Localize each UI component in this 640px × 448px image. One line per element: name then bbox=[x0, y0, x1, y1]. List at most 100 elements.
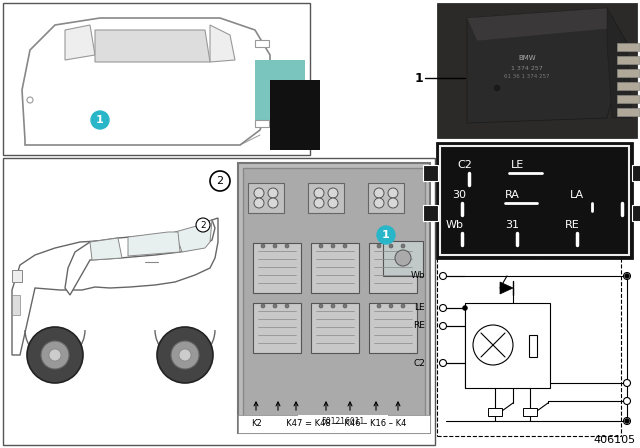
Bar bbox=[311, 303, 359, 353]
Bar bbox=[369, 243, 417, 293]
Text: 2: 2 bbox=[216, 176, 223, 186]
Bar bbox=[311, 243, 359, 293]
Bar bbox=[369, 303, 417, 353]
Bar bbox=[253, 303, 301, 353]
Bar bbox=[3, 158, 435, 445]
Polygon shape bbox=[95, 30, 210, 62]
Polygon shape bbox=[607, 8, 632, 118]
Bar bbox=[368, 183, 404, 213]
Circle shape bbox=[395, 250, 411, 266]
Circle shape bbox=[343, 244, 347, 248]
Circle shape bbox=[331, 244, 335, 248]
Circle shape bbox=[319, 304, 323, 308]
Circle shape bbox=[285, 304, 289, 308]
Bar bbox=[617, 43, 639, 51]
Text: LE: LE bbox=[510, 160, 524, 170]
Circle shape bbox=[314, 198, 324, 208]
Bar bbox=[440, 146, 629, 255]
Circle shape bbox=[377, 244, 381, 248]
Bar bbox=[270, 80, 320, 150]
Text: 1: 1 bbox=[96, 115, 104, 125]
Bar bbox=[437, 143, 632, 258]
Bar bbox=[423, 165, 438, 181]
Text: C2: C2 bbox=[458, 160, 472, 170]
Bar bbox=[248, 183, 284, 213]
Circle shape bbox=[171, 341, 199, 369]
Bar bbox=[423, 205, 438, 221]
Circle shape bbox=[401, 304, 405, 308]
Circle shape bbox=[388, 188, 398, 198]
Bar bbox=[523, 408, 537, 416]
Circle shape bbox=[389, 304, 393, 308]
Circle shape bbox=[623, 418, 630, 425]
Circle shape bbox=[91, 111, 109, 129]
Circle shape bbox=[377, 304, 381, 308]
Circle shape bbox=[261, 244, 265, 248]
Circle shape bbox=[374, 188, 384, 198]
Polygon shape bbox=[65, 25, 95, 60]
Text: RA: RA bbox=[504, 190, 520, 200]
Circle shape bbox=[377, 226, 395, 244]
Circle shape bbox=[401, 244, 405, 248]
Circle shape bbox=[179, 349, 191, 361]
Circle shape bbox=[27, 97, 33, 103]
Bar bbox=[255, 60, 305, 125]
Bar bbox=[383, 241, 423, 276]
Circle shape bbox=[41, 341, 69, 369]
Text: LE: LE bbox=[414, 303, 425, 313]
Bar bbox=[253, 243, 301, 293]
Polygon shape bbox=[175, 220, 212, 252]
Polygon shape bbox=[467, 8, 617, 41]
Circle shape bbox=[374, 198, 384, 208]
Circle shape bbox=[625, 273, 630, 279]
Polygon shape bbox=[12, 218, 218, 355]
Circle shape bbox=[493, 84, 501, 92]
Bar bbox=[298, 415, 388, 428]
Text: 1: 1 bbox=[382, 230, 390, 240]
Circle shape bbox=[440, 323, 447, 329]
Circle shape bbox=[623, 272, 630, 280]
Text: RE: RE bbox=[413, 322, 425, 331]
Bar bbox=[617, 82, 639, 90]
Circle shape bbox=[625, 418, 630, 423]
Bar bbox=[465, 303, 550, 388]
Polygon shape bbox=[65, 220, 215, 295]
Text: 61 36 1 374 257: 61 36 1 374 257 bbox=[504, 73, 550, 78]
Polygon shape bbox=[500, 282, 513, 294]
Circle shape bbox=[268, 188, 278, 198]
Bar bbox=[529, 335, 537, 357]
Bar bbox=[238, 163, 430, 433]
Text: 1: 1 bbox=[415, 72, 424, 85]
Circle shape bbox=[268, 198, 278, 208]
Text: K2: K2 bbox=[251, 419, 261, 428]
Text: 2: 2 bbox=[200, 220, 206, 230]
Text: 406105: 406105 bbox=[594, 435, 636, 445]
Circle shape bbox=[319, 244, 323, 248]
Polygon shape bbox=[90, 238, 122, 260]
Circle shape bbox=[210, 171, 230, 191]
Circle shape bbox=[328, 198, 338, 208]
Text: Wb: Wb bbox=[446, 220, 464, 230]
Text: C2: C2 bbox=[413, 358, 425, 367]
Circle shape bbox=[343, 304, 347, 308]
Bar bbox=[238, 415, 430, 433]
Circle shape bbox=[389, 244, 393, 248]
Circle shape bbox=[440, 359, 447, 366]
Circle shape bbox=[254, 198, 264, 208]
Circle shape bbox=[328, 188, 338, 198]
Circle shape bbox=[49, 349, 61, 361]
Circle shape bbox=[473, 325, 513, 365]
Circle shape bbox=[273, 304, 277, 308]
Text: Wb: Wb bbox=[410, 271, 425, 280]
Circle shape bbox=[388, 198, 398, 208]
Text: RE: RE bbox=[564, 220, 579, 230]
Text: 30: 30 bbox=[452, 190, 466, 200]
Circle shape bbox=[440, 305, 447, 311]
Bar bbox=[308, 183, 344, 213]
Polygon shape bbox=[22, 18, 270, 145]
Bar bbox=[12, 270, 22, 282]
Bar bbox=[488, 408, 502, 416]
Bar bbox=[617, 56, 639, 64]
Circle shape bbox=[27, 327, 83, 383]
Bar bbox=[255, 40, 269, 47]
